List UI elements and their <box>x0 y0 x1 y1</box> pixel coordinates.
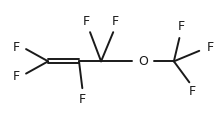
Text: F: F <box>189 85 196 98</box>
Text: F: F <box>112 15 119 28</box>
Text: F: F <box>83 15 90 28</box>
Text: F: F <box>79 93 86 106</box>
Text: F: F <box>13 70 20 83</box>
Text: F: F <box>178 20 185 33</box>
Text: O: O <box>138 55 148 68</box>
Text: F: F <box>13 41 20 54</box>
Text: F: F <box>207 41 214 54</box>
